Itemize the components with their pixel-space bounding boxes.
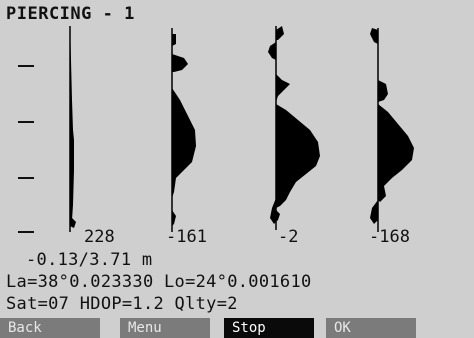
softkey-bar: Back Menu Stop OK — [0, 318, 474, 338]
profile-3-value: -2 — [278, 227, 299, 247]
back-softkey[interactable]: Back — [0, 318, 100, 338]
profile-2-value: -161 — [166, 227, 207, 247]
screen-title: PIERCING - 1 — [6, 4, 135, 24]
profile-1-value: 228 — [84, 227, 115, 247]
menu-softkey[interactable]: Menu — [120, 318, 210, 338]
gps-status-readout: Sat=07 HDOP=1.2 Qlty=2 — [6, 294, 238, 314]
depth-range-readout: -0.13/3.71 m — [26, 250, 153, 270]
profile-1 — [69, 26, 76, 232]
profile-plot — [18, 26, 414, 233]
ok-softkey[interactable]: OK — [326, 318, 416, 338]
profile-2 — [171, 28, 196, 232]
coordinates-readout: La=38°0.023330 Lo=24°0.001610 — [6, 272, 312, 292]
profile-4-value: -168 — [369, 227, 410, 247]
stop-softkey[interactable]: Stop — [224, 318, 314, 338]
profile-3 — [268, 26, 320, 230]
profile-4 — [370, 28, 414, 232]
